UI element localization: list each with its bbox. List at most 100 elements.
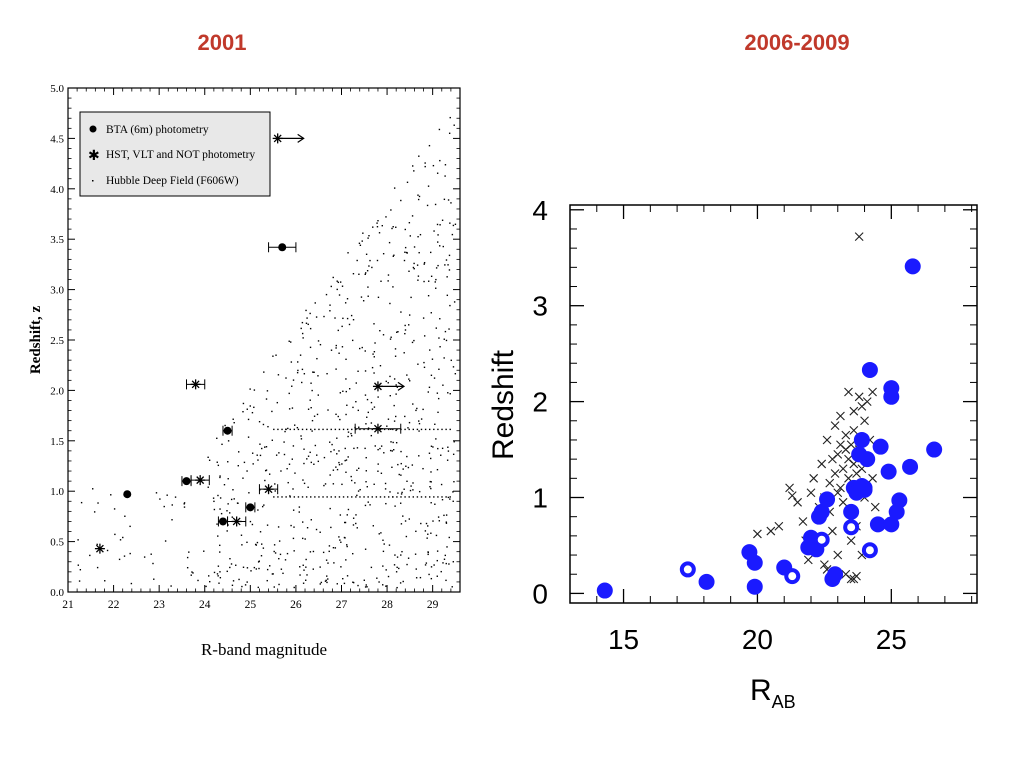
- hdf-point: [217, 565, 220, 567]
- hdf-point: [247, 418, 250, 421]
- hdf-point: [306, 527, 309, 529]
- hdf-point: [346, 544, 348, 546]
- hdf-point: [314, 496, 316, 498]
- hdf-point: [266, 524, 269, 526]
- hdf-point: [408, 270, 410, 272]
- hdf-point: [246, 581, 248, 583]
- bta-point: [182, 477, 191, 486]
- left-axes-ticks: 21 22 23 24 25 26 27 28 29 0.0 0.5 1.0 1.5 2.0 2.5 3.0 3…: [50, 83, 460, 611]
- hdf-point: [341, 325, 343, 328]
- hdf-point: [345, 378, 347, 380]
- hdf-point: [317, 340, 320, 342]
- hdf-point: [408, 428, 410, 431]
- hdf-point: [329, 474, 331, 476]
- left-x-tick-label: 21: [62, 599, 74, 611]
- hdf-point: [408, 324, 410, 326]
- hdf-point: [342, 390, 344, 392]
- hdf-point: [271, 439, 274, 441]
- hdf-point: [438, 520, 441, 522]
- hdf-point: [341, 285, 344, 287]
- hdf-point: [408, 496, 410, 498]
- hdf-point: [395, 226, 397, 228]
- hdf-point: [396, 428, 398, 431]
- hdf-point: [345, 390, 347, 393]
- hst-point: [263, 484, 274, 495]
- hdf-point: [155, 492, 158, 494]
- hdf-point: [370, 434, 373, 437]
- hdf-point: [220, 512, 223, 515]
- hdf-point: [447, 199, 450, 201]
- hdf-point: [391, 227, 393, 230]
- hdf-point: [203, 550, 205, 552]
- hdf-point: [428, 144, 431, 147]
- hdf-point: [367, 428, 369, 431]
- hdf-point: [314, 302, 316, 304]
- hdf-point: [412, 428, 414, 431]
- hdf-point: [241, 585, 243, 588]
- hdf-point: [351, 339, 354, 342]
- hdf-point: [395, 441, 398, 444]
- hdf-point: [417, 363, 419, 365]
- hdf-point: [272, 355, 274, 357]
- hdf-point: [357, 370, 359, 372]
- hdf-point: [283, 453, 286, 456]
- hdf-point: [339, 539, 341, 541]
- hdf-point: [408, 380, 411, 382]
- hdf-point: [430, 312, 432, 314]
- hdf-point: [364, 350, 366, 352]
- hdf-point: [226, 570, 228, 573]
- hdf-point: [393, 187, 396, 189]
- hdf-point: [366, 586, 368, 588]
- hdf-point: [323, 456, 326, 459]
- hdf-point: [273, 496, 275, 498]
- hdf-point: [282, 572, 284, 575]
- hdf-point: [401, 550, 403, 553]
- hdf-point: [447, 446, 449, 448]
- hdf-point: [381, 224, 383, 227]
- hdf-point: [420, 522, 422, 525]
- hdf-point: [437, 397, 440, 400]
- hdf-point: [445, 562, 447, 565]
- hdf-point: [389, 395, 391, 397]
- hdf-point: [266, 390, 269, 392]
- hdf-point: [385, 569, 387, 571]
- hdf-point: [430, 532, 432, 534]
- hdf-point: [452, 453, 455, 456]
- hdf-point: [350, 432, 352, 435]
- hdf-point: [266, 568, 269, 571]
- left-y-tick-label: 3.0: [50, 285, 64, 297]
- hdf-point: [293, 586, 295, 589]
- hdf-point: [437, 428, 439, 431]
- hdf-point: [219, 544, 221, 547]
- hdf-point: [377, 448, 379, 451]
- hdf-point: [79, 569, 82, 571]
- hdf-point: [346, 545, 348, 548]
- hdf-point: [390, 336, 392, 338]
- hdf-point: [382, 584, 384, 586]
- hdf-point: [240, 534, 243, 536]
- hdf-point: [238, 578, 240, 581]
- hdf-point: [435, 267, 438, 269]
- hdf-point: [351, 496, 353, 498]
- hdf-point: [332, 276, 334, 279]
- hdf-point: [400, 474, 402, 476]
- hdf-point: [259, 454, 262, 457]
- hdf-point: [446, 459, 449, 461]
- hdf-point: [303, 569, 305, 571]
- hdf-point: [114, 533, 116, 536]
- hdf-point: [311, 389, 313, 392]
- left-data-marks: [94, 133, 406, 554]
- hdf-point: [443, 357, 445, 359]
- hdf-point: [367, 237, 369, 239]
- left-y-tick-label: 2.5: [50, 335, 64, 347]
- hdf-point: [367, 286, 369, 288]
- hdf-point: [326, 372, 328, 375]
- hdf-point: [452, 491, 454, 493]
- hdf-point: [424, 165, 426, 168]
- legend-marker-hdf: [92, 180, 94, 182]
- hdf-point: [422, 408, 424, 411]
- hdf-point: [377, 396, 379, 398]
- hdf-point: [387, 274, 390, 276]
- hdf-point: [355, 514, 357, 516]
